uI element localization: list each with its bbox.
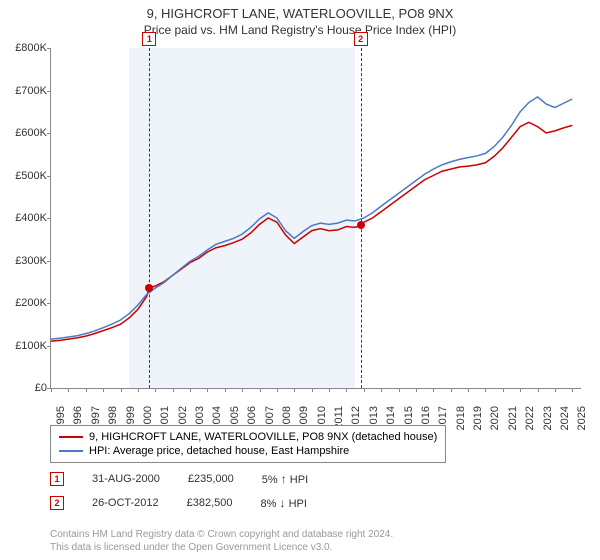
legend-item-hpi: HPI: Average price, detached house, East… [59, 444, 437, 458]
sale-price-1: £235,000 [188, 473, 234, 485]
sale-row-2: 2 26-OCT-2012 £382,500 8% ↓ HPI [50, 496, 307, 510]
sale-marker-1: 1 [50, 472, 64, 486]
legend-swatch-hpi [59, 450, 83, 452]
legend: 9, HIGHCROFT LANE, WATERLOOVILLE, PO8 9N… [50, 425, 446, 463]
sale-pct-2: 8% ↓ HPI [261, 496, 307, 510]
chart-subtitle: Price paid vs. HM Land Registry's House … [0, 21, 600, 37]
sale-price-2: £382,500 [187, 497, 233, 509]
chart-container: 9, HIGHCROFT LANE, WATERLOOVILLE, PO8 9N… [0, 0, 600, 560]
legend-label-property: 9, HIGHCROFT LANE, WATERLOOVILLE, PO8 9N… [89, 431, 437, 443]
plot-region: 12 £0£100K£200K£300K£400K£500K£600K£700K… [50, 48, 581, 389]
sale-date-1: 31-AUG-2000 [92, 473, 160, 485]
legend-item-property: 9, HIGHCROFT LANE, WATERLOOVILLE, PO8 9N… [59, 430, 437, 444]
sale-row-1: 1 31-AUG-2000 £235,000 5% ↑ HPI [50, 472, 308, 486]
footer-line2: This data is licensed under the Open Gov… [50, 541, 393, 554]
footer-line1: Contains HM Land Registry data © Crown c… [50, 528, 393, 541]
sale-marker-2: 2 [50, 496, 64, 510]
sale-pct-1: 5% ↑ HPI [262, 472, 308, 486]
footer-attribution: Contains HM Land Registry data © Crown c… [50, 528, 393, 554]
chart-area: 12 £0£100K£200K£300K£400K£500K£600K£700K… [50, 48, 580, 388]
line-series [51, 48, 581, 388]
chart-title: 9, HIGHCROFT LANE, WATERLOOVILLE, PO8 9N… [0, 0, 600, 21]
legend-label-hpi: HPI: Average price, detached house, East… [89, 445, 349, 457]
legend-swatch-property [59, 436, 83, 438]
sale-date-2: 26-OCT-2012 [92, 497, 159, 509]
arrow-down-icon: ↓ [280, 496, 286, 510]
arrow-up-icon: ↑ [281, 472, 287, 486]
